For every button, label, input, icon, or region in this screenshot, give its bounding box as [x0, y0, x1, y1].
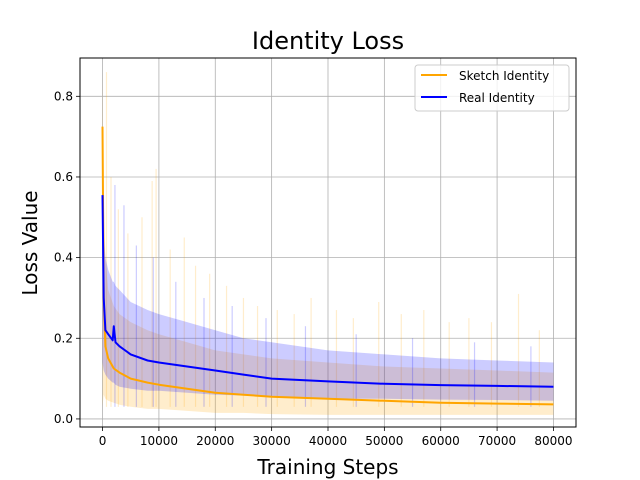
grid	[80, 58, 576, 427]
x-tick-label: 50000	[365, 434, 403, 448]
x-tick-label: 60000	[422, 434, 460, 448]
legend: Sketch Identity Real Identity	[414, 64, 570, 112]
x-tick-label: 0	[99, 434, 107, 448]
legend-box	[414, 64, 570, 112]
x-tick-label: 70000	[478, 434, 516, 448]
x-axis-title: Training Steps	[256, 455, 398, 479]
y-tick-label: 0.0	[54, 412, 73, 426]
real-identity-raw-band	[102, 193, 554, 401]
x-tick-label: 80000	[534, 434, 572, 448]
chart-title: Identity Loss	[252, 27, 404, 55]
y-tick-label: 0.8	[54, 89, 73, 103]
sketch-identity-raw-band	[102, 72, 554, 415]
y-axis-title: Loss Value	[18, 190, 42, 295]
sketch-identity-line	[101, 126, 554, 406]
axis-ticks: 0 10000 20000 30000 40000 50000 60000 70000 8000…	[54, 89, 573, 448]
legend-label-real-identity: Real Identity	[459, 91, 535, 105]
y-tick-label: 0.4	[54, 251, 73, 265]
y-tick-label: 0.2	[54, 331, 73, 345]
x-tick-label: 30000	[253, 434, 291, 448]
smoothed-lines	[101, 126, 554, 406]
x-tick-label: 10000	[140, 434, 178, 448]
y-tick-label: 0.6	[54, 170, 73, 184]
real-identity-line	[101, 195, 554, 388]
x-tick-label: 40000	[309, 434, 347, 448]
legend-label-sketch-identity: Sketch Identity	[459, 69, 549, 83]
raw-loss-bands	[102, 72, 554, 415]
x-tick-label: 20000	[196, 434, 234, 448]
